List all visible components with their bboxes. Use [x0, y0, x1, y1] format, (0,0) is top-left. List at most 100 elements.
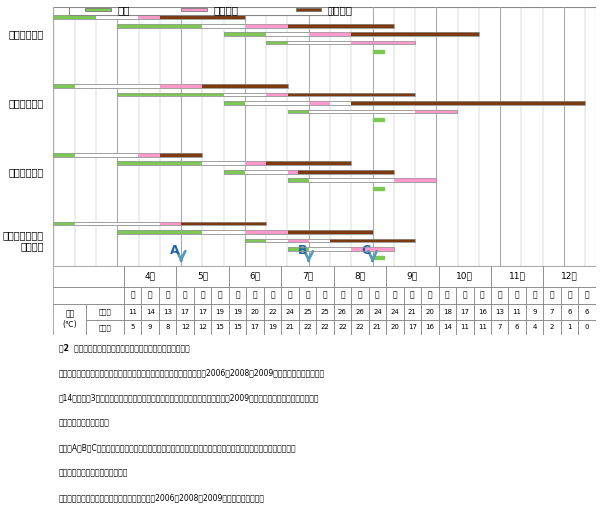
Bar — [53, 153, 74, 157]
Bar — [578, 319, 596, 335]
Text: 8月: 8月 — [355, 272, 365, 281]
Bar — [404, 319, 421, 335]
Bar — [224, 101, 585, 105]
Text: 5: 5 — [131, 324, 135, 330]
Bar — [386, 266, 439, 286]
Bar — [142, 304, 159, 319]
Text: 11月: 11月 — [509, 272, 526, 281]
Bar — [334, 266, 386, 286]
Bar — [351, 319, 368, 335]
Text: 出芽: 出芽 — [118, 5, 130, 15]
Bar — [53, 304, 86, 335]
Bar — [224, 170, 394, 173]
Bar — [473, 319, 491, 335]
Bar — [181, 222, 266, 226]
Bar — [211, 286, 229, 304]
Bar — [368, 286, 386, 304]
Bar — [287, 230, 373, 234]
Bar — [224, 101, 585, 105]
Text: 下: 下 — [218, 291, 223, 300]
Bar — [439, 286, 456, 304]
Bar — [316, 304, 334, 319]
Bar — [86, 319, 124, 335]
Bar — [526, 319, 544, 335]
Text: 13: 13 — [495, 309, 504, 315]
Bar — [247, 319, 264, 335]
Text: 上: 上 — [183, 291, 187, 300]
Bar — [53, 84, 287, 88]
Bar — [287, 110, 457, 113]
Text: 17: 17 — [408, 324, 417, 330]
Bar — [334, 319, 351, 335]
Text: 17: 17 — [251, 324, 260, 330]
Bar — [287, 239, 309, 242]
Bar — [245, 239, 266, 242]
Text: B: B — [298, 244, 307, 257]
Text: 中: 中 — [148, 291, 152, 300]
Bar — [309, 32, 352, 36]
Bar — [194, 286, 211, 304]
Bar — [245, 161, 266, 165]
Text: 9: 9 — [532, 309, 537, 315]
Bar — [118, 24, 202, 27]
Text: 中: 中 — [253, 291, 257, 300]
Bar — [281, 319, 299, 335]
Bar — [118, 24, 394, 27]
Text: 18: 18 — [443, 309, 452, 315]
Bar — [368, 304, 386, 319]
Text: 結実開始: 結実開始 — [328, 5, 353, 15]
Text: 8: 8 — [166, 324, 170, 330]
Bar — [160, 15, 245, 19]
Text: 6月: 6月 — [250, 272, 260, 281]
Bar — [352, 41, 415, 45]
Text: マメアサガオ: マメアサガオ — [8, 167, 44, 177]
Bar — [139, 15, 160, 19]
Bar — [118, 161, 202, 165]
Text: 上: 上 — [288, 291, 292, 300]
Text: 開花開始後，結実開始前とした。: 開花開始後，結実開始前とした。 — [59, 468, 128, 477]
Bar — [287, 178, 309, 182]
Bar — [142, 319, 159, 335]
Bar — [544, 286, 561, 304]
Text: 17: 17 — [198, 309, 207, 315]
Text: 21: 21 — [408, 309, 417, 315]
Text: 6: 6 — [568, 309, 572, 315]
Bar — [439, 319, 456, 335]
Bar — [526, 286, 544, 304]
Bar — [224, 101, 245, 105]
Text: 下: 下 — [585, 291, 589, 300]
Bar — [118, 93, 415, 96]
Bar — [281, 266, 334, 286]
Bar — [53, 153, 202, 157]
Bar — [229, 319, 247, 335]
Text: 16: 16 — [478, 309, 487, 315]
Bar — [139, 153, 160, 157]
Text: 1: 1 — [568, 324, 572, 330]
Bar — [544, 304, 561, 319]
Text: 0: 0 — [585, 324, 589, 330]
Text: 21: 21 — [286, 324, 295, 330]
Bar — [245, 239, 415, 242]
Text: 20: 20 — [425, 309, 434, 315]
Bar — [160, 222, 181, 226]
Text: 11: 11 — [460, 324, 469, 330]
Bar — [266, 93, 287, 96]
Bar — [368, 319, 386, 335]
Bar — [373, 119, 384, 121]
Bar — [287, 110, 309, 113]
Bar — [491, 304, 508, 319]
Bar — [124, 286, 142, 304]
Text: 17: 17 — [460, 309, 469, 315]
Text: 24: 24 — [373, 309, 382, 315]
Bar — [160, 84, 202, 88]
Text: 22: 22 — [268, 309, 277, 315]
Bar — [224, 32, 479, 36]
Text: 日平均気温と日最低気温はつくば市における2006，2008，2009年の平均値を示す。: 日平均気温と日最低気温はつくば市における2006，2008，2009年の平均値を… — [59, 493, 265, 502]
Bar — [194, 304, 211, 319]
Text: 上: 上 — [130, 291, 135, 300]
Bar — [53, 222, 266, 226]
Bar — [176, 286, 194, 304]
Bar — [159, 286, 176, 304]
Bar — [561, 319, 578, 335]
Bar — [287, 178, 436, 182]
